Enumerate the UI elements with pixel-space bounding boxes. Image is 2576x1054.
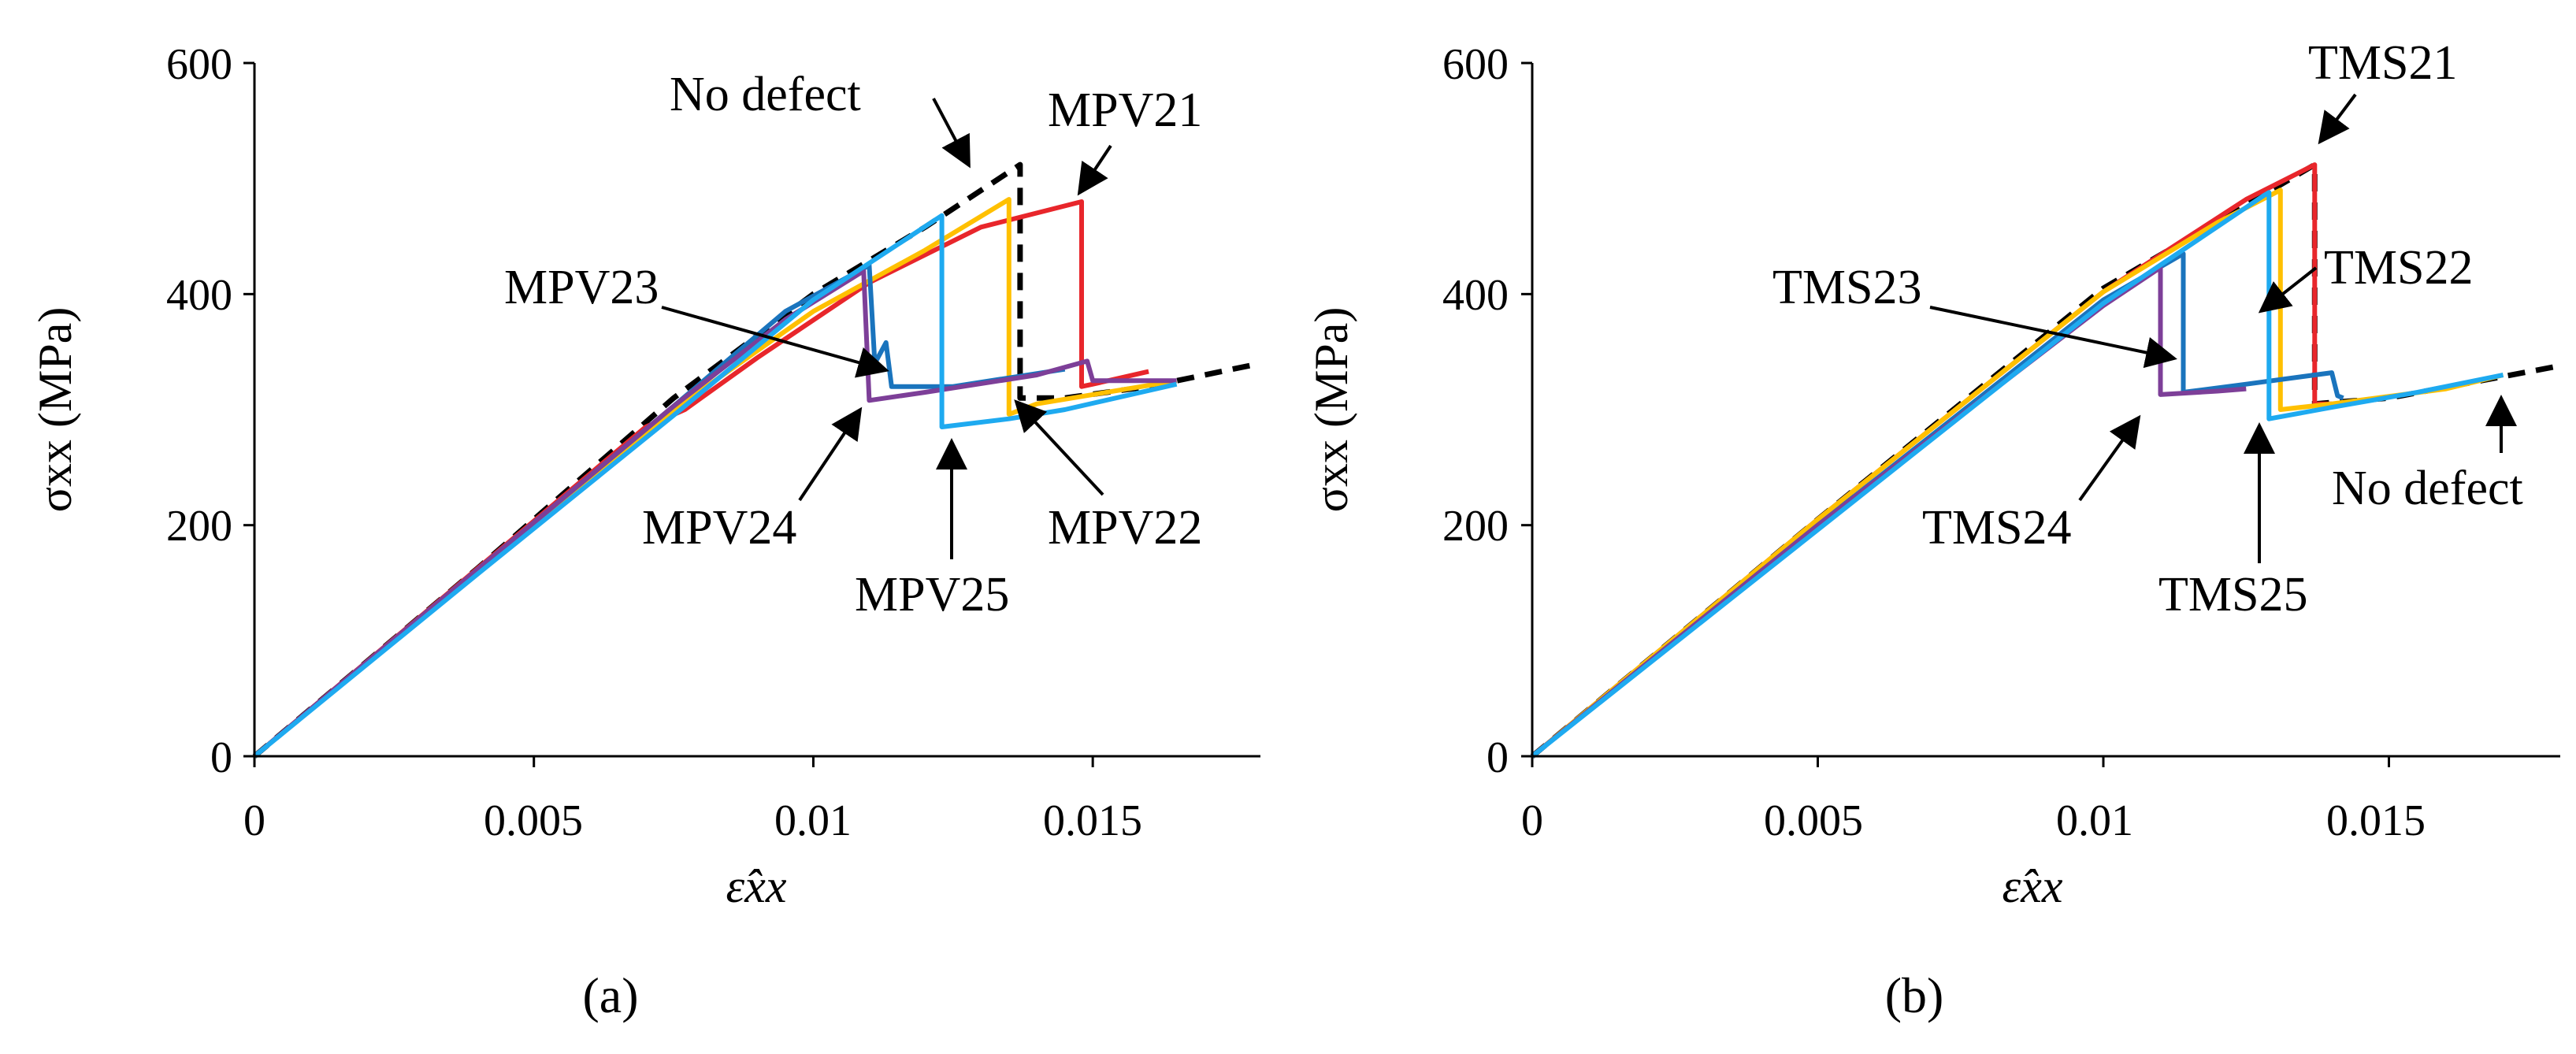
annotation-mpv24: MPV24	[642, 501, 796, 555]
series-line-no-defect	[252, 161, 1261, 759]
y-tick-label: 200	[166, 502, 232, 551]
annotation-tms25: TMS25	[2158, 568, 2307, 622]
y-tick-label: 200	[1442, 502, 1509, 551]
x-tick-label: 0.015	[1043, 796, 1142, 845]
annotation-arrow	[1929, 306, 2177, 369]
y-tick-label: 600	[1442, 40, 1509, 89]
x-tick-label: 0.01	[2056, 796, 2133, 845]
series-line-tms21	[1531, 162, 2332, 759]
annotation-arrow	[2318, 93, 2357, 145]
x-tick-label: 0.005	[1764, 796, 1863, 845]
x-axis-label: ε̂xx	[2003, 860, 2063, 912]
annotation-arrow	[2078, 414, 2141, 502]
x-tick-label: 0.005	[484, 796, 583, 845]
y-tick-label: 400	[1442, 271, 1509, 320]
annotation-arrow	[661, 306, 889, 378]
panel-caption-a: (a)	[582, 967, 638, 1023]
annotation-mpv25: MPV25	[855, 568, 1009, 622]
annotation-tms23: TMS23	[1772, 261, 1921, 314]
annotation-mpv22: MPV22	[1048, 501, 1202, 555]
chart-a: 0 200 400 600 0 0.005 0.01 0.015 ε̂xx σx…	[29, 40, 1261, 1023]
series-line-mpv24	[253, 269, 1177, 759]
y-axis-label: σxx (MPa)	[29, 307, 81, 513]
series-line-mpv22	[253, 197, 1178, 759]
annotation-tms24: TMS24	[1922, 501, 2071, 555]
x-axis-label: ε̂xx	[726, 860, 787, 912]
panel-caption-b: (b)	[1885, 967, 1944, 1023]
annotation-mpv23: MPV23	[504, 261, 659, 314]
x-tick-label: 0.015	[2326, 796, 2426, 845]
annotation-arrow	[1014, 399, 1104, 496]
annotation-mpv21: MPV21	[1048, 84, 1202, 137]
y-tick-label: 0	[210, 733, 232, 782]
annotation-arrow	[2258, 266, 2318, 314]
y-axis-label: σxx (MPa)	[1305, 307, 1357, 513]
y-tick-label: 600	[166, 40, 232, 89]
x-tick-label: 0.01	[774, 796, 852, 845]
annotation-no-defect: No defect	[2332, 462, 2523, 515]
x-tick-label: 0	[1521, 796, 1543, 845]
annotation-no-defect: No defect	[670, 68, 861, 121]
series-line-tms24	[1531, 265, 2247, 759]
annotation-tms22: TMS22	[2324, 241, 2473, 295]
annotation-arrow	[1077, 144, 1112, 196]
y-tick-label: 0	[1487, 733, 1509, 782]
x-tick-label: 0	[243, 796, 265, 845]
chart-b: 0 200 400 600 0 0.005 0.01 0.015 ε̂xx σx…	[1305, 36, 2561, 1023]
annotation-tms21: TMS21	[2308, 36, 2457, 90]
series-line-mpv25	[253, 213, 1178, 759]
annotation-arrow	[798, 406, 863, 502]
series-line-tms25	[1531, 190, 2504, 759]
y-tick-label: 400	[166, 271, 232, 320]
series-line-mpv21	[253, 199, 1149, 759]
annotation-arrow	[932, 98, 971, 169]
